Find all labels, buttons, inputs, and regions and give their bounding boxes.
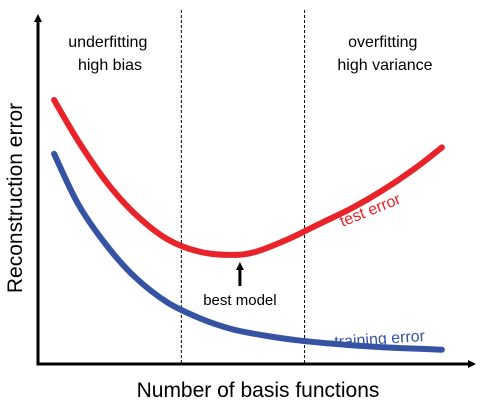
x-axis-title: Number of basis functions [137,379,380,402]
series-line-test-error [51,97,445,258]
series-label-training-error: training error [334,328,426,351]
region-label-underfitting: underfitting high bias [68,34,152,74]
series-line-training-error [51,150,445,353]
region-label-overfitting: overfitting high variance [337,34,432,74]
best-model-label: best model [203,292,276,309]
y-axis-title: Reconstruction error [4,103,27,293]
